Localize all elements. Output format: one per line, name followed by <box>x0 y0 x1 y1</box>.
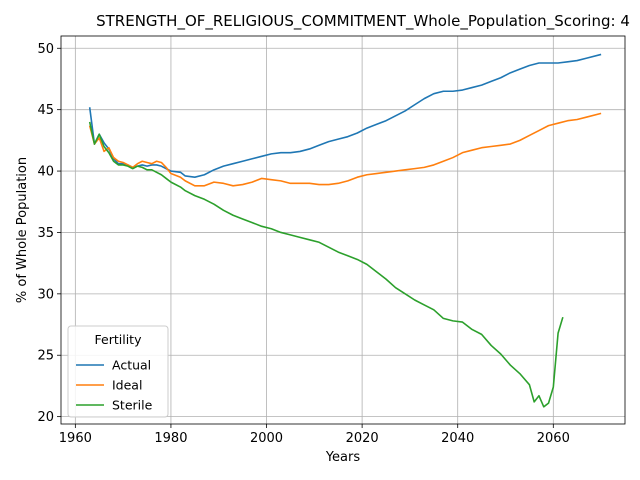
chart-title: STRENGTH_OF_RELIGIOUS_COMMITMENT_Whole_P… <box>96 12 630 31</box>
axis-ticks: 1960 1980 2000 2020 2040 2060 20 25 30 35 40 45 50 <box>37 42 569 446</box>
x-tick-label: 2060 <box>537 431 570 446</box>
x-tick-label: 2000 <box>250 431 283 446</box>
y-tick-label: 25 <box>37 349 54 364</box>
x-tick-label: 2040 <box>441 431 474 446</box>
series-lines <box>88 53 602 408</box>
x-tick-label: 1960 <box>59 431 92 446</box>
legend-title: Fertility <box>95 332 143 347</box>
legend: Fertility Actual Ideal Sterile <box>67 325 169 418</box>
x-axis-label: Years <box>325 450 361 465</box>
x-tick-label: 2020 <box>346 431 379 446</box>
series-line-actual <box>88 53 602 178</box>
y-tick-label: 20 <box>37 410 54 425</box>
x-tick-label: 1980 <box>154 431 187 446</box>
y-tick-label: 50 <box>37 42 54 57</box>
y-tick-label: 30 <box>37 287 54 302</box>
plot-frame <box>60 35 626 425</box>
y-tick-label: 40 <box>37 165 54 180</box>
legend-label-sterile: Sterile <box>112 398 153 413</box>
y-tick-label: 35 <box>37 226 54 241</box>
legend-label-actual: Actual <box>112 358 151 373</box>
legend-box <box>67 325 169 418</box>
series-line-ideal <box>88 112 602 187</box>
y-tick-label: 45 <box>37 103 54 118</box>
series-line-sterile <box>88 121 564 408</box>
y-axis-label: % of Whole Population <box>15 157 30 303</box>
legend-label-ideal: Ideal <box>112 378 142 393</box>
